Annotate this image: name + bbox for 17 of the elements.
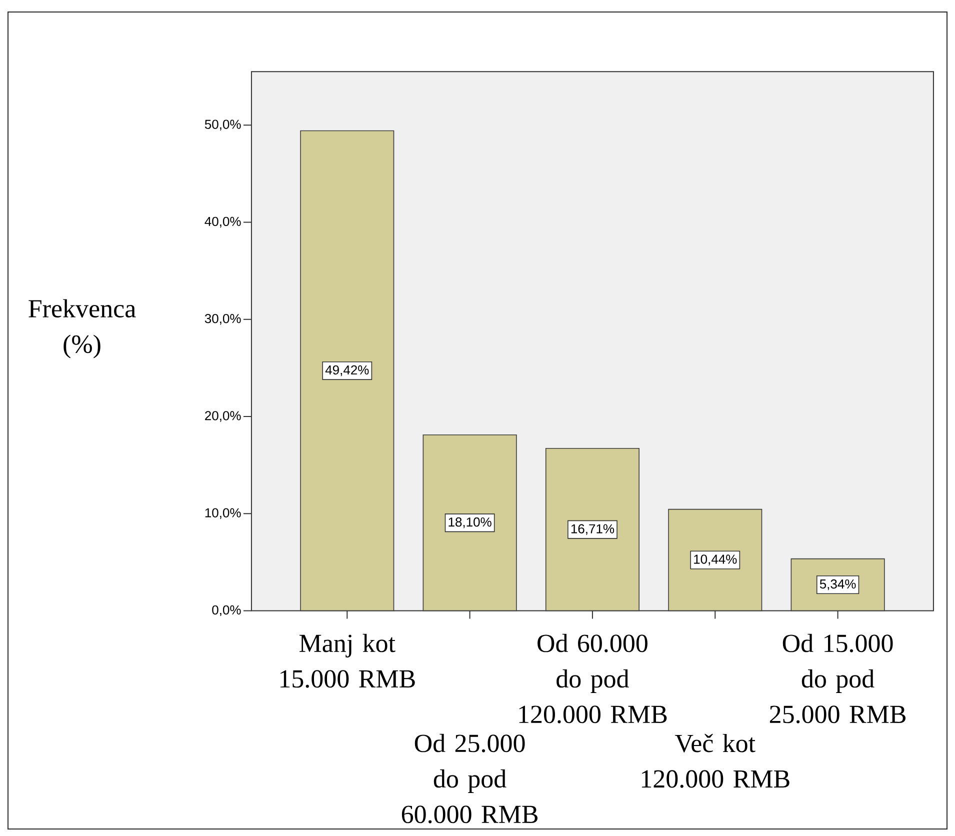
y-tick-label: 50,0% bbox=[204, 120, 241, 130]
data-label: 18,10% bbox=[448, 517, 492, 528]
y-tick-label: 30,0% bbox=[204, 314, 241, 325]
data-label: 16,71% bbox=[571, 524, 614, 535]
y-axis-title: Frekvenca (%) bbox=[28, 299, 136, 358]
data-label: 49,42% bbox=[325, 365, 369, 376]
y-tick-label: 10,0% bbox=[205, 508, 241, 519]
y-tick-label: 40,0% bbox=[204, 216, 241, 228]
data-label: 10,44% bbox=[694, 554, 737, 566]
x-tick-label: Od 60.000 do pod 120.000 RMB bbox=[519, 634, 667, 724]
y-tick-label: 0,0% bbox=[212, 605, 241, 616]
y-tick-label: 20,0% bbox=[205, 411, 241, 422]
x-tick-label: Manj kot 15.000 RMB bbox=[280, 634, 415, 688]
x-tick-label: Več kot 120.000 RMB bbox=[642, 734, 790, 788]
x-tick-label: Od 15.000 do pod 25.000 RMB bbox=[770, 634, 906, 724]
x-tick-label: Od 25.000 do pod 60.000 RMB bbox=[402, 734, 538, 824]
data-label: 5,34% bbox=[820, 579, 856, 590]
